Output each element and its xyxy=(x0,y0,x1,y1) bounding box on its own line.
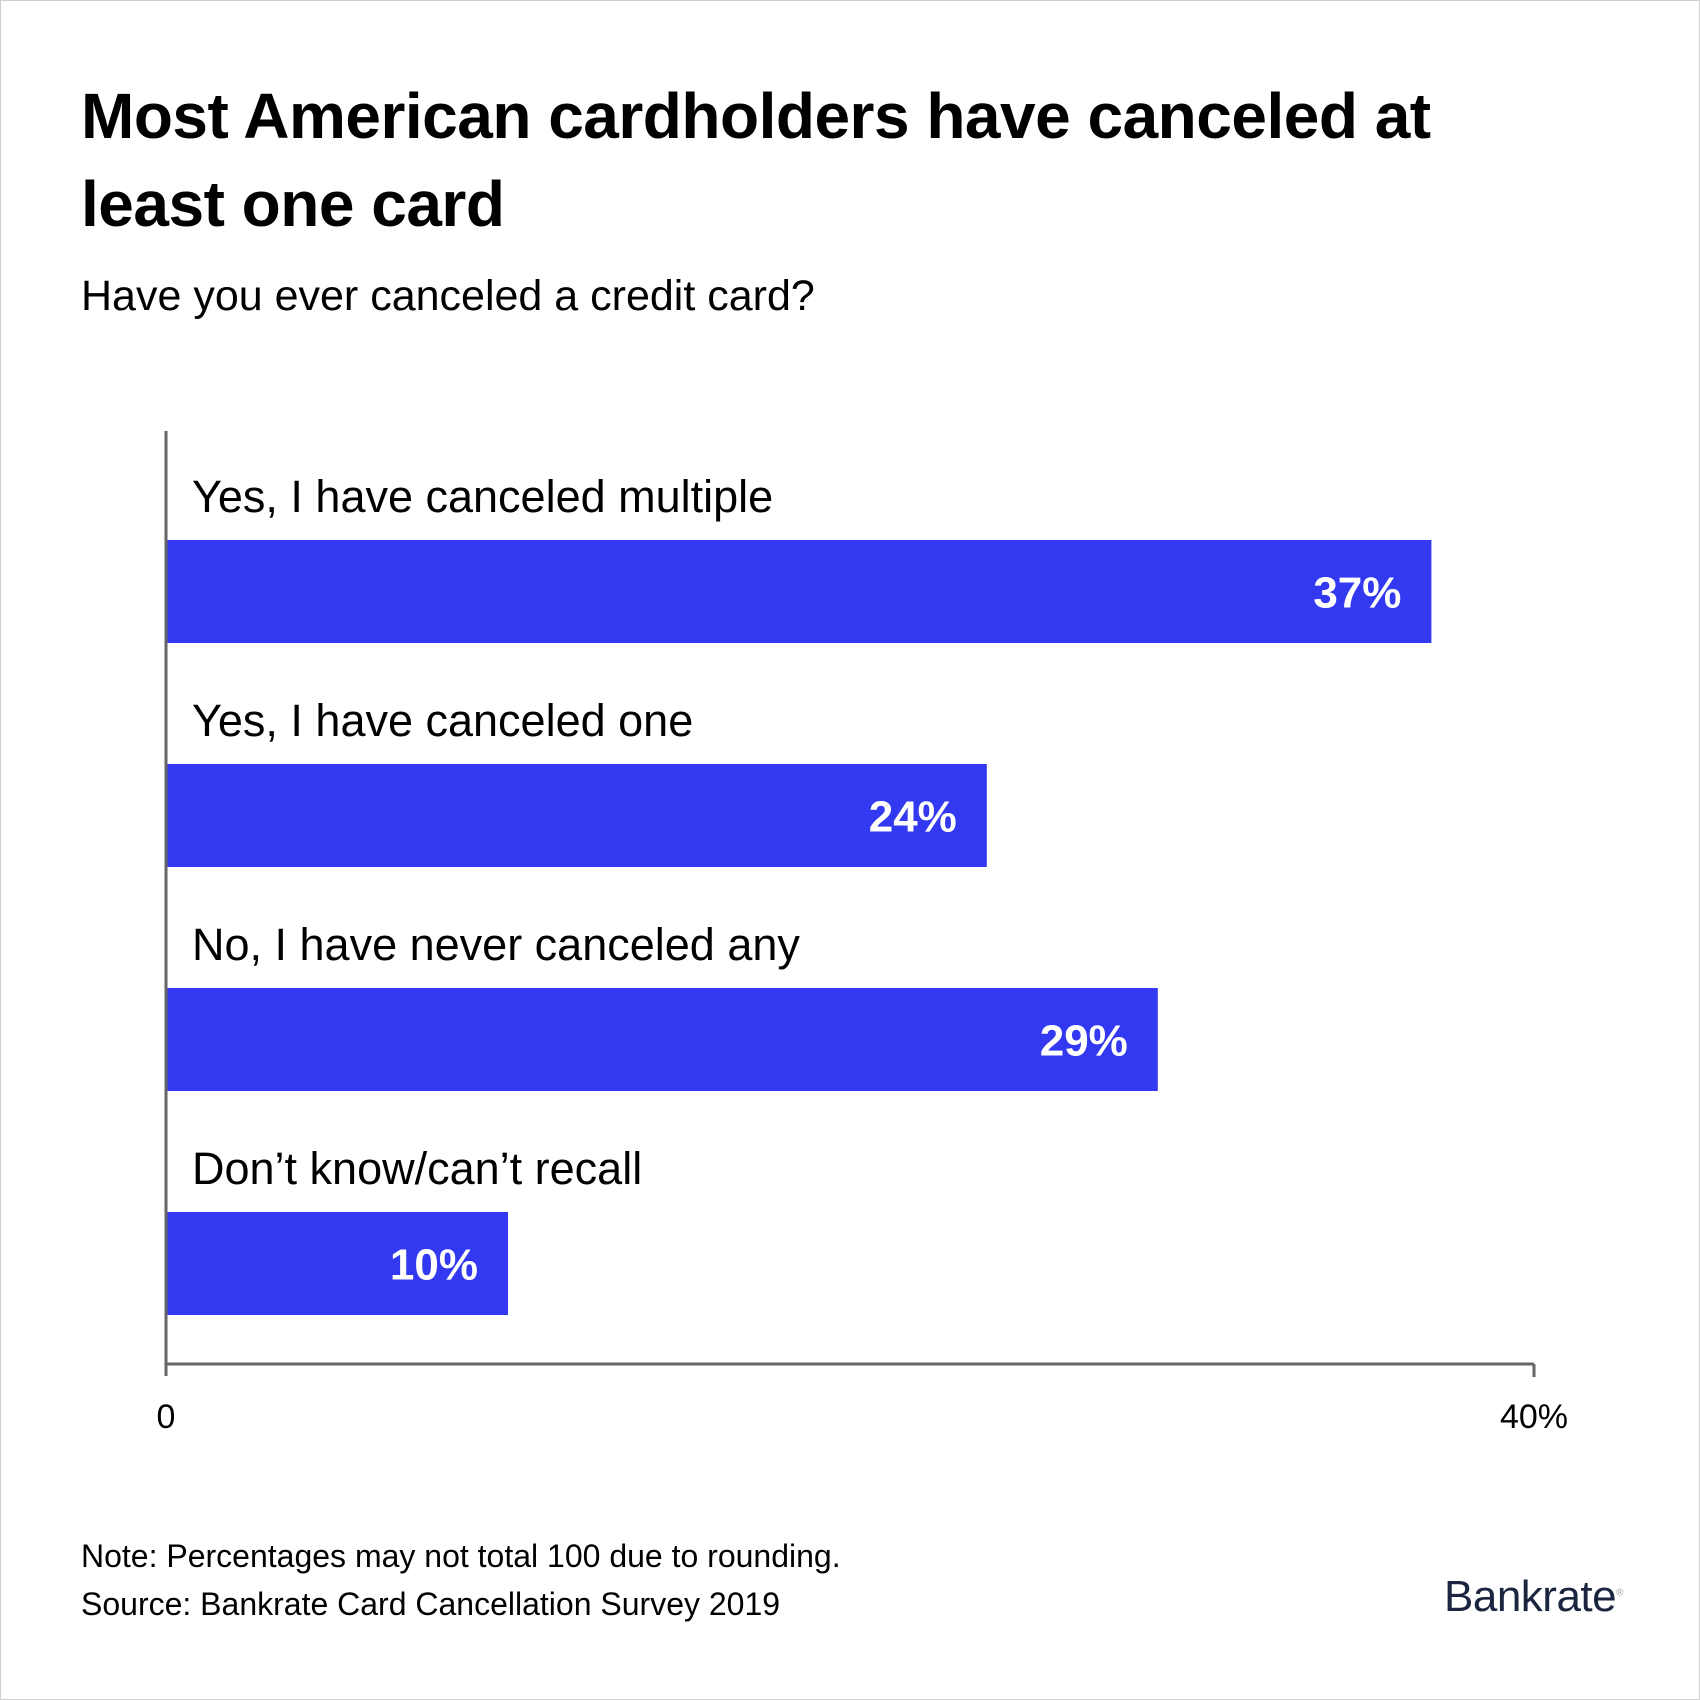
category-label: Don’t know/can’t recall xyxy=(192,1143,642,1194)
source-text: Source: Bankrate Card Cancellation Surve… xyxy=(81,1586,781,1622)
note-text: Note: Percentages may not total 100 due … xyxy=(81,1538,841,1574)
data-label: 10% xyxy=(390,1241,478,1290)
bar xyxy=(166,540,1432,643)
logo-text: Bankrate xyxy=(1444,1572,1617,1621)
x-tick-label: 40% xyxy=(1500,1398,1568,1436)
bar xyxy=(166,988,1158,1091)
x-tick-label: 0 xyxy=(157,1398,176,1436)
category-label: Yes, I have canceled multiple xyxy=(192,471,773,522)
chart-title: Most American cardholders have canceled … xyxy=(81,80,1431,240)
category-label: No, I have never canceled any xyxy=(192,919,800,970)
bar xyxy=(166,764,987,867)
data-label: 37% xyxy=(1313,569,1401,618)
bar xyxy=(166,1212,508,1315)
category-label: Yes, I have canceled one xyxy=(192,695,693,746)
data-label: 29% xyxy=(1040,1017,1128,1066)
bankrate-logo: Bankrate® xyxy=(1444,1572,1623,1621)
chart-subtitle: Have you ever canceled a credit card? xyxy=(81,272,815,320)
data-label: 24% xyxy=(869,793,957,842)
